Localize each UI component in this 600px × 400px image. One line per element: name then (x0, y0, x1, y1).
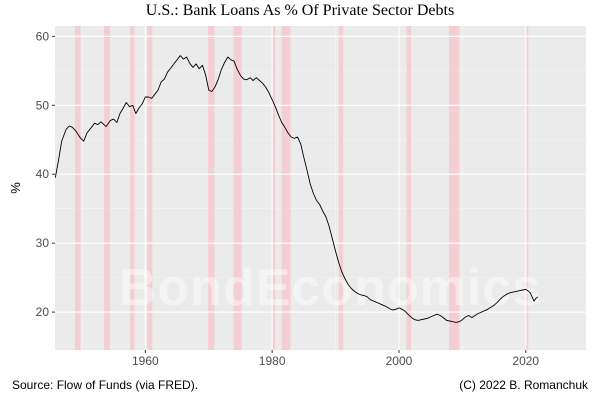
y-tick-label: 60 (36, 29, 50, 43)
watermark-text: BondEconomics (119, 259, 542, 317)
chart-title: U.S.: Bank Loans As % Of Private Sector … (145, 2, 455, 19)
series-line (54, 55, 539, 323)
copyright-note: (C) 2022 B. Romanchuk (459, 378, 588, 392)
recession-band (208, 26, 215, 350)
recession-band (281, 26, 291, 350)
recession-band (233, 26, 242, 350)
source-note: Source: Flow of Funds (via FRED). (12, 378, 199, 392)
y-tick-label: 40 (36, 167, 50, 181)
y-tick-label: 50 (36, 98, 50, 112)
x-tick-label: 1960 (132, 354, 159, 368)
y-tick-label: 30 (36, 236, 50, 250)
recession-band (104, 26, 110, 350)
recession-band (338, 26, 344, 350)
x-tick-label: 2020 (512, 354, 539, 368)
recession-band (74, 26, 81, 350)
recession-band (406, 26, 412, 350)
y-tick-label: 20 (36, 305, 50, 319)
plot-panel (55, 26, 586, 350)
recession-band (272, 26, 276, 350)
recession-band (130, 26, 135, 350)
y-axis-label: % (8, 182, 23, 194)
x-tick-label: 1980 (259, 354, 286, 368)
recession-band (449, 26, 460, 350)
recession-band (526, 26, 529, 350)
recession-band (147, 26, 153, 350)
x-tick-label: 2000 (386, 354, 413, 368)
